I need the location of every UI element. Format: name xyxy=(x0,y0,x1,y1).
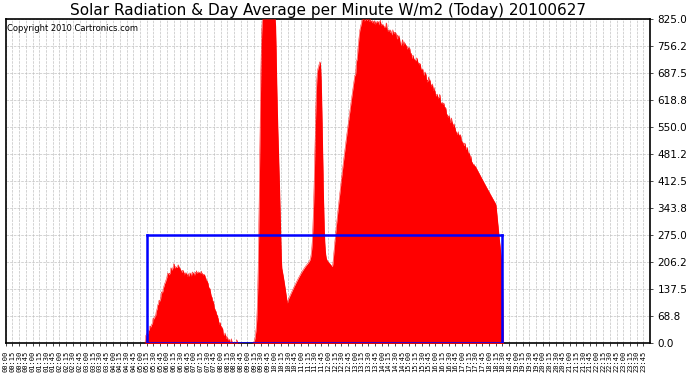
Text: Copyright 2010 Cartronics.com: Copyright 2010 Cartronics.com xyxy=(7,24,138,33)
Title: Solar Radiation & Day Average per Minute W/m2 (Today) 20100627: Solar Radiation & Day Average per Minute… xyxy=(70,3,586,18)
